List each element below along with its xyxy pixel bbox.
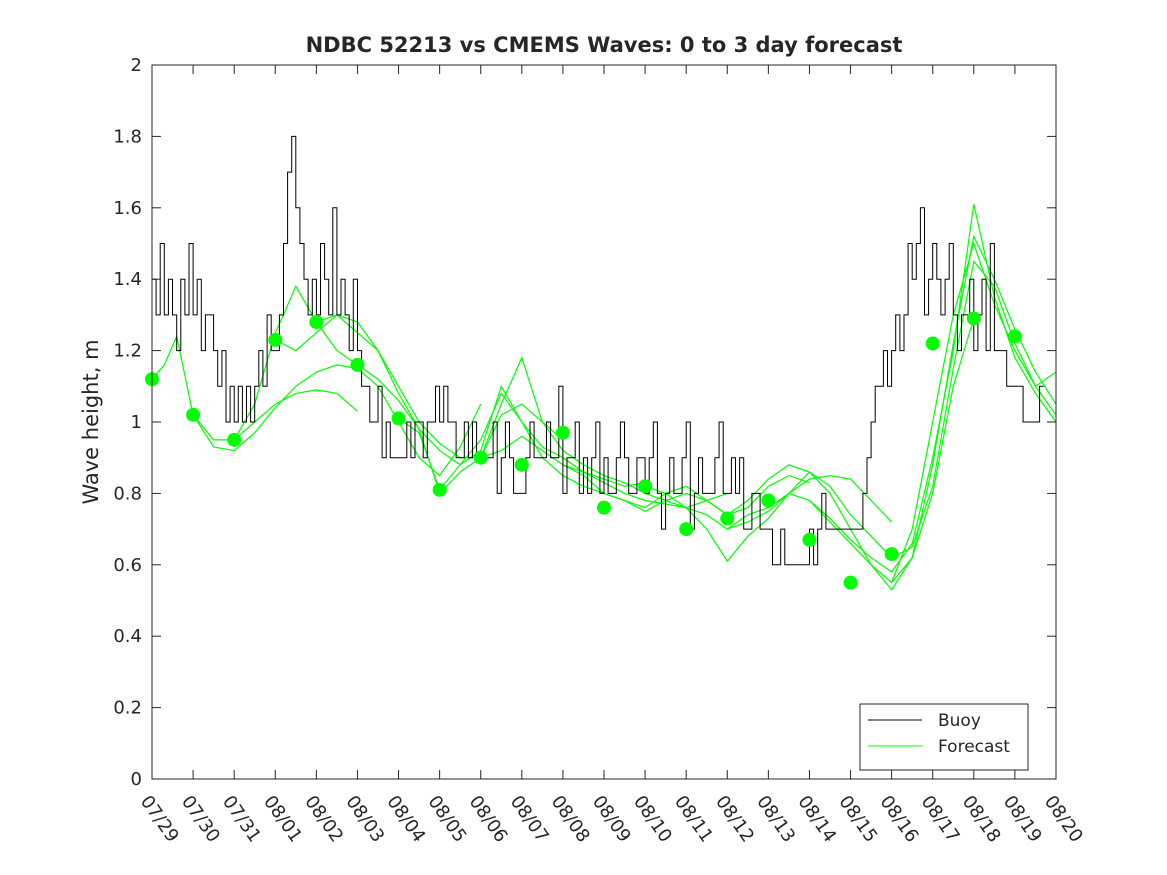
forecast-marker xyxy=(309,315,324,330)
plot-background xyxy=(152,65,1056,779)
y-tick-label: 0.8 xyxy=(113,483,142,504)
y-tick-label: 1.4 xyxy=(113,269,142,290)
forecast-marker xyxy=(925,336,940,351)
y-tick-label: 0.6 xyxy=(113,555,142,576)
forecast-markers xyxy=(145,311,1022,590)
forecast-marker xyxy=(350,357,365,372)
forecast-marker xyxy=(1007,329,1022,344)
buoy-series-line xyxy=(152,135,1044,566)
forecast-marker xyxy=(555,425,570,440)
forecast-marker xyxy=(473,450,488,465)
forecast-marker xyxy=(843,575,858,590)
y-tick-label: 1.6 xyxy=(113,198,142,219)
legend-box xyxy=(859,703,1029,771)
forecast-marker xyxy=(227,432,242,447)
forecast-marker xyxy=(391,411,406,426)
forecast-marker xyxy=(884,547,899,562)
legend-buoy-label: Buoy xyxy=(938,711,981,731)
y-tick-label: 0 xyxy=(131,769,142,790)
forecast-line-1 xyxy=(151,334,358,441)
forecast-marker xyxy=(761,493,776,508)
forecast-marker xyxy=(597,500,611,515)
forecast-marker xyxy=(638,479,653,494)
y-ticks: 0 0.2 0.4 0.6 0.8 1 1.2 1.4 1.6 1.8 2 xyxy=(113,55,1056,790)
y-tick-label: 1 xyxy=(131,412,142,433)
forecast-line-12 xyxy=(891,241,1057,583)
legend-forecast-label: Forecast xyxy=(938,737,1010,757)
forecast-marker xyxy=(720,511,735,526)
forecast-marker xyxy=(432,482,447,497)
forecast-line-3 xyxy=(233,284,564,459)
plot-area xyxy=(145,65,1057,779)
legend: Buoy Forecast xyxy=(859,703,1029,771)
y-tick-label: 0.4 xyxy=(113,626,142,647)
chart-title: NDBC 52213 vs CMEMS Waves: 0 to 3 day fo… xyxy=(306,33,903,57)
forecast-lines xyxy=(151,204,1057,591)
forecast-marker xyxy=(966,311,981,326)
forecast-line-8 xyxy=(562,318,975,591)
forecast-marker xyxy=(679,522,694,537)
y-tick-label: 0.2 xyxy=(113,698,142,719)
y-tick-label: 1.8 xyxy=(113,126,142,147)
forecast-marker xyxy=(802,532,817,547)
forecast-line-11 xyxy=(809,204,1057,573)
y-tick-label: 1.2 xyxy=(113,341,142,362)
forecast-marker xyxy=(514,457,529,472)
forecast-marker xyxy=(268,332,283,347)
forecast-marker xyxy=(186,407,201,422)
y-axis-label: Wave height, m xyxy=(79,339,103,504)
y-tick-label: 2 xyxy=(131,55,142,76)
